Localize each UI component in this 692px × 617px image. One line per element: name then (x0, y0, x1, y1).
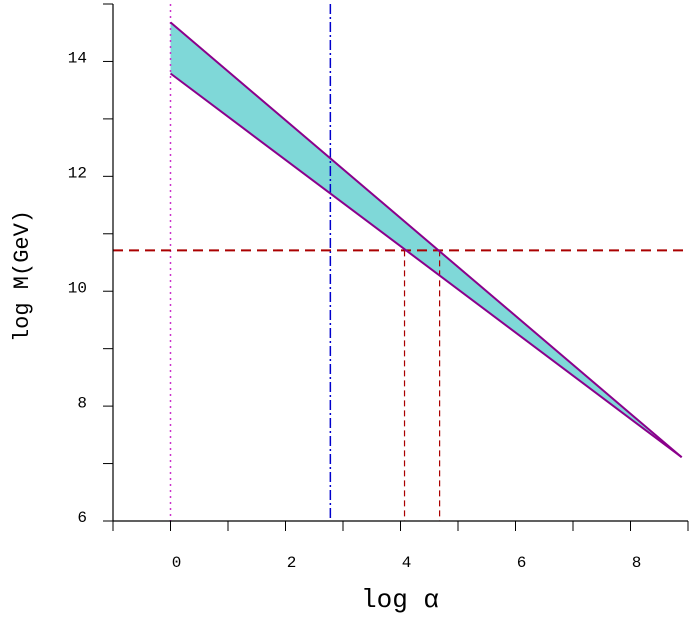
x-tick-label: 2 (287, 554, 297, 572)
y-tick-label: 14 (68, 50, 87, 68)
y-tick-label: 8 (77, 394, 87, 412)
x-tick-label: 0 (172, 554, 182, 572)
band-edge-line (169, 21, 683, 458)
y-tick-label: 10 (68, 279, 87, 297)
y-axis-label: log M(GeV) (10, 210, 35, 342)
x-tick-label: 8 (632, 554, 642, 572)
y-tick-label: 6 (77, 509, 87, 527)
x-tick-label: 4 (402, 554, 412, 572)
x-tick-label: 6 (517, 554, 527, 572)
y-tick-label: 12 (68, 165, 87, 183)
x-axis-label: log α (361, 585, 439, 615)
band-edge-line (169, 72, 683, 459)
